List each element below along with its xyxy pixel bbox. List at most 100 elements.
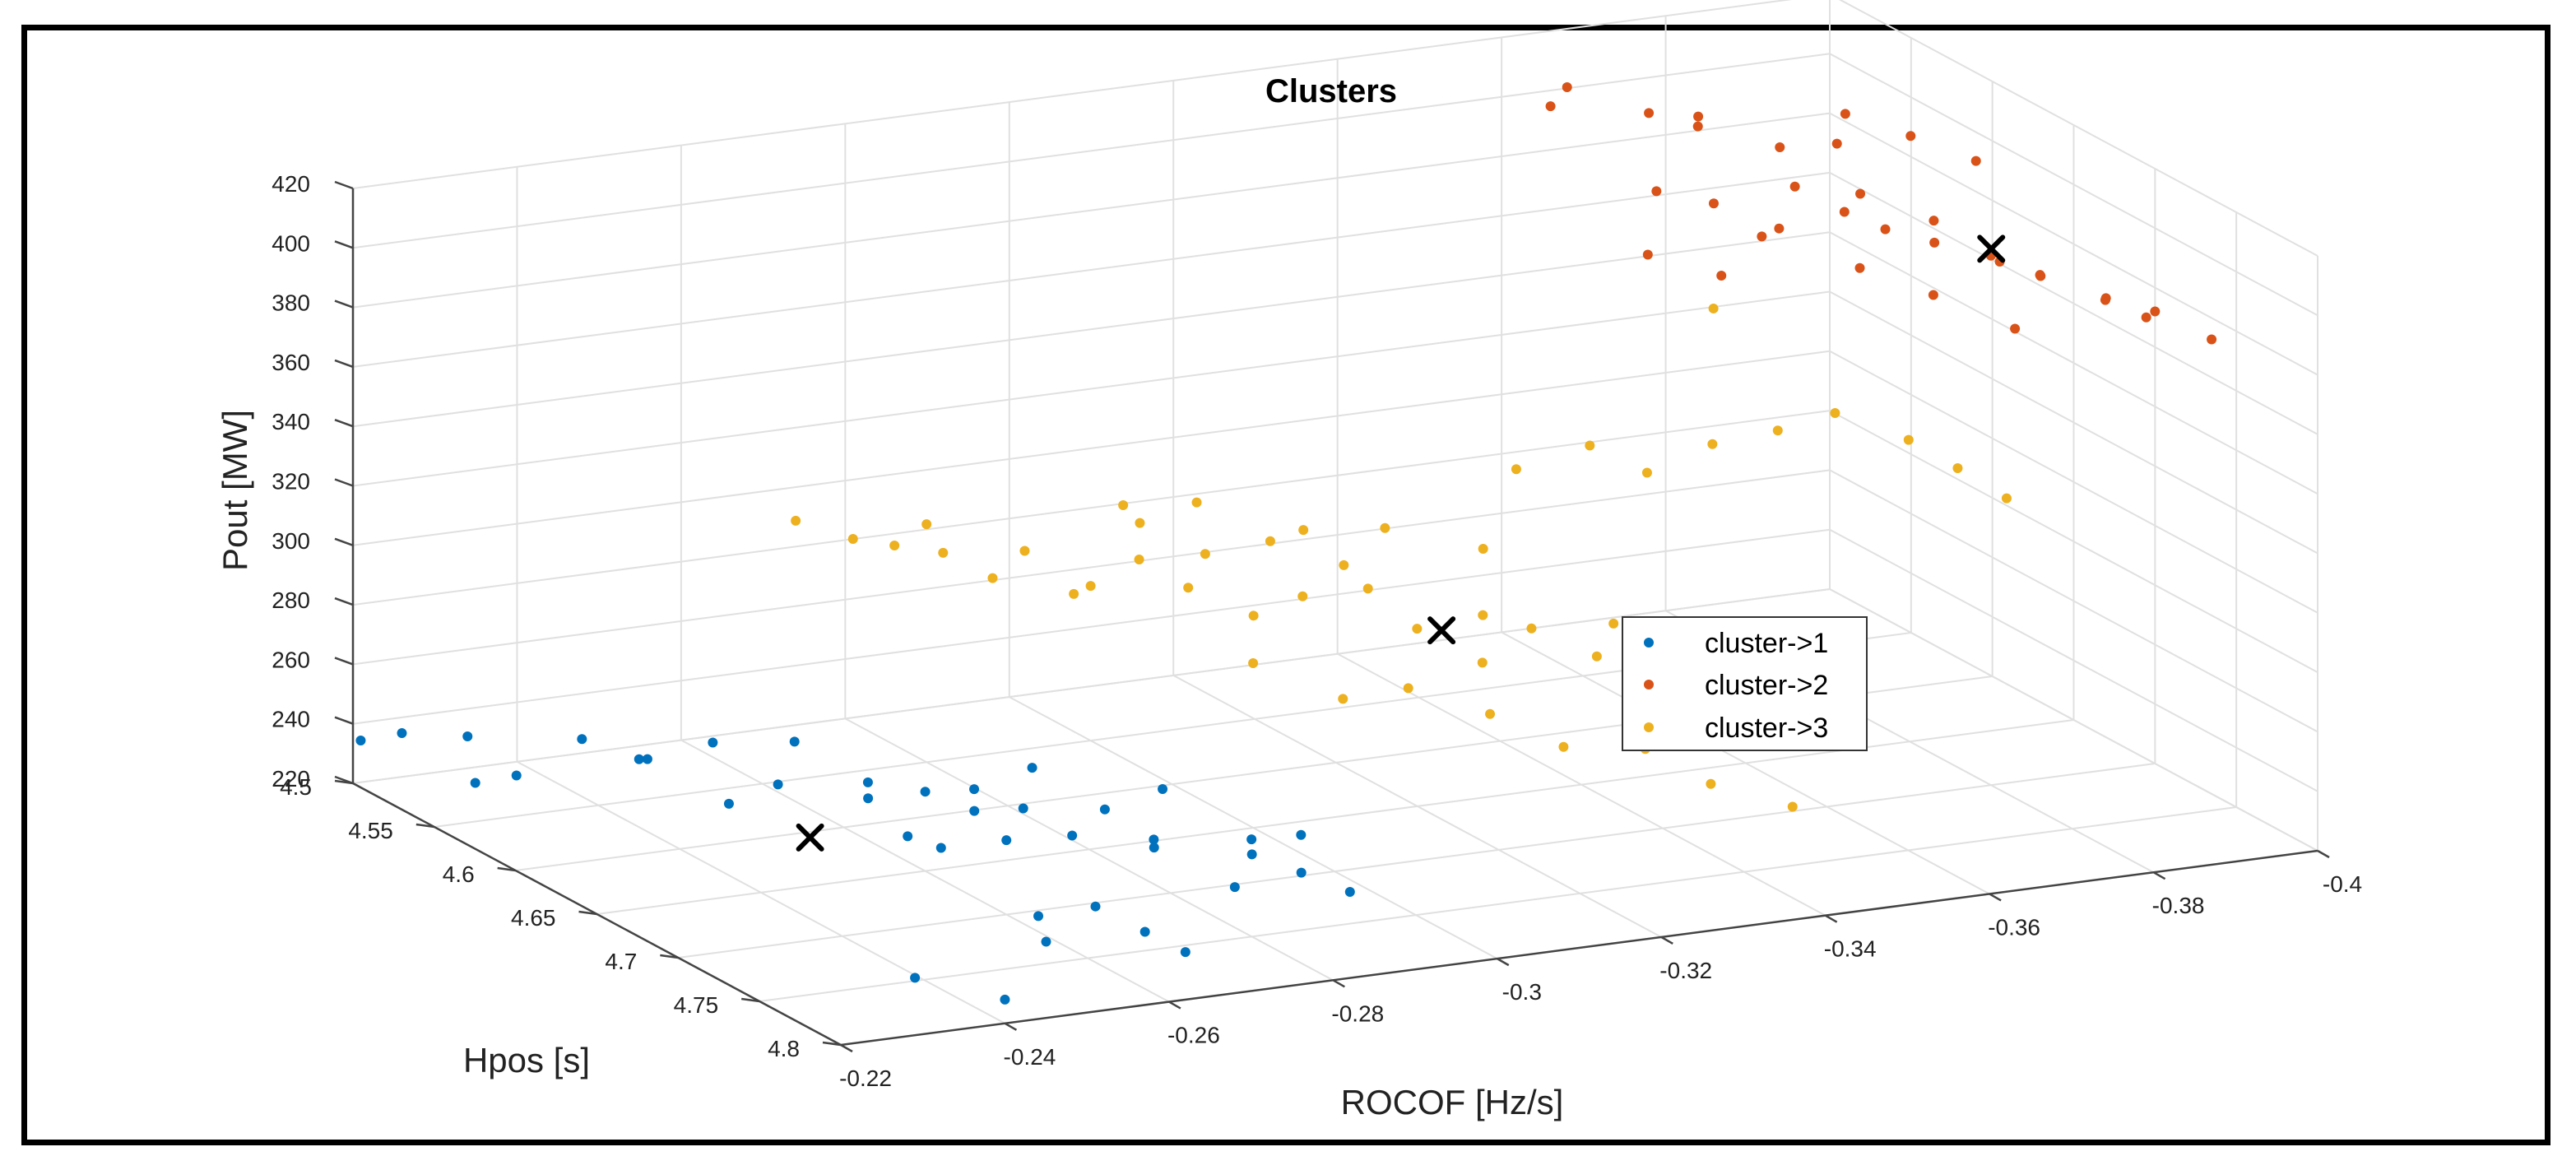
data-point-cluster-2 (1716, 271, 1727, 281)
legend-label-cluster-1: cluster->1 (1705, 628, 1828, 659)
data-point-cluster-3 (1183, 583, 1194, 593)
z-tick-mark (334, 537, 354, 546)
data-point-cluster-2 (1880, 224, 1891, 234)
data-point-cluster-2 (2100, 295, 2110, 305)
data-point-cluster-3 (1478, 543, 1488, 554)
y-tick-mark (822, 1041, 842, 1047)
data-point-cluster-2 (1642, 249, 1653, 260)
grid-side-z (1838, 0, 2318, 257)
grid-back-z (352, 410, 1831, 606)
x-tick-label: -0.26 (1167, 1023, 1220, 1048)
z-tick-mark (334, 478, 354, 487)
data-point-cluster-3 (1485, 708, 1496, 719)
data-point-cluster-3 (921, 519, 932, 530)
tick-labels: -0.22 -0.24 -0.26 -0.28 -0.3 -0.32 -0.34 -0.36 -… (272, 171, 2362, 1091)
z-tick-label: 320 (272, 469, 310, 494)
data-point-cluster-3 (1339, 559, 1349, 570)
axes-box (334, 180, 2330, 1053)
data-point-cluster-1 (920, 787, 931, 797)
legend-marker-cluster-2 (1644, 680, 1654, 689)
x-tick-mark (2152, 871, 2166, 880)
x-tick-mark (1004, 1022, 1018, 1031)
z-tick-mark (334, 657, 354, 666)
data-point-cluster-2 (1928, 290, 1938, 300)
data-point-cluster-1 (1099, 804, 1110, 815)
legend: cluster->1 cluster->2 cluster->3 (1622, 616, 1868, 751)
z-tick-mark (334, 359, 354, 369)
data-point-cluster-3 (1085, 581, 1096, 592)
grid-back-z (352, 290, 1831, 487)
grid-back-z (352, 350, 1831, 546)
data-point-cluster-2 (2150, 306, 2161, 317)
data-point-cluster-3 (1477, 657, 1488, 668)
y-axis-label: Hpos [s] (463, 1041, 590, 1079)
data-point-cluster-3 (1903, 434, 1914, 445)
data-point-cluster-1 (708, 737, 718, 748)
y-tick-label: 4.8 (768, 1036, 800, 1061)
grid-side-z (1829, 112, 2318, 376)
data-point-cluster-3 (1952, 462, 1963, 473)
grid-side-z (1829, 410, 2318, 673)
data-point-cluster-3 (1362, 583, 1373, 594)
z-tick-mark (334, 240, 354, 249)
grid-side-z (1829, 469, 2318, 733)
grid-lines (352, 0, 2318, 1046)
x-tick-mark (1168, 1001, 1181, 1010)
centroid-marker (796, 823, 824, 852)
y-tick-label: 4.55 (348, 818, 393, 843)
x-tick-mark (840, 1043, 853, 1053)
figure-frame (21, 25, 2550, 1145)
x-tick-label: -0.24 (1004, 1044, 1056, 1070)
data-point-cluster-2 (1757, 231, 1767, 242)
data-point-cluster-1 (1149, 834, 1159, 845)
data-point-cluster-2 (1831, 138, 1842, 149)
z-tick-label: 220 (272, 766, 310, 792)
data-point-cluster-3 (1297, 591, 1308, 601)
data-point-cluster-3 (1707, 439, 1718, 449)
x-tick-label: -0.32 (1659, 958, 1712, 983)
grid-back-z (352, 53, 1831, 249)
z-tick-label: 400 (272, 230, 310, 256)
data-point-cluster-1 (1296, 867, 1307, 878)
data-point-cluster-1 (1000, 994, 1010, 1005)
data-point-cluster-3 (1708, 303, 1719, 313)
data-point-cluster-1 (1041, 936, 1051, 947)
data-point-cluster-3 (1298, 525, 1309, 536)
y-tick-label: 4.5 (280, 774, 312, 800)
data-point-cluster-1 (910, 973, 921, 983)
y-tick-mark (578, 910, 597, 916)
x-tick-label: -0.22 (839, 1066, 892, 1091)
data-point-cluster-3 (1830, 407, 1840, 418)
y-tick-label: 4.65 (511, 905, 556, 931)
grid-side-z (1829, 290, 2318, 555)
data-point-cluster-1 (935, 843, 946, 853)
data-point-cluster-3 (1585, 440, 1595, 451)
data-point-cluster-3 (1191, 497, 1202, 508)
y-tick-label: 4.75 (674, 992, 719, 1018)
legend-label-cluster-2: cluster->2 (1705, 670, 1828, 701)
data-point-cluster-1 (1296, 829, 1307, 840)
x-tick-label: -0.38 (2152, 893, 2205, 918)
data-point-cluster-3 (1380, 522, 1390, 533)
data-point-cluster-3 (1135, 518, 1145, 528)
data-point-cluster-3 (889, 541, 900, 551)
data-point-cluster-3 (1558, 741, 1569, 752)
data-point-cluster-1 (470, 778, 480, 788)
data-point-cluster-3 (987, 573, 998, 583)
legend-marker-cluster-3 (1644, 722, 1654, 732)
data-point-cluster-1 (1018, 803, 1028, 814)
data-point-cluster-3 (791, 515, 801, 526)
data-point-cluster-2 (1905, 131, 1916, 142)
data-point-cluster-1 (862, 777, 873, 787)
data-point-cluster-1 (969, 806, 980, 816)
data-point-cluster-3 (1772, 425, 1783, 436)
data-point-cluster-2 (2207, 334, 2217, 345)
z-tick-label: 420 (272, 171, 310, 197)
data-point-cluster-1 (1067, 830, 1078, 841)
data-point-cluster-1 (969, 784, 980, 795)
chart-title: Clusters (1265, 73, 1397, 109)
z-tick-label: 340 (272, 409, 310, 434)
x-tick-label: -0.3 (1502, 979, 1542, 1005)
grid-back-z (352, 112, 1831, 309)
